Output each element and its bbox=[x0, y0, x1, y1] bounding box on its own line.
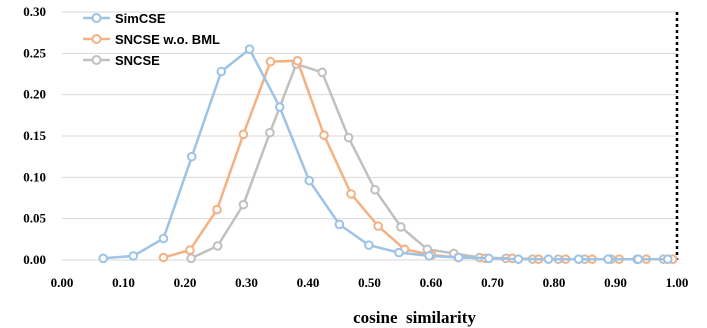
y-tick-label: 0.25 bbox=[23, 45, 46, 60]
legend-label-1: SNCSE w.o. BML bbox=[115, 32, 220, 47]
x-tick-label: 0.10 bbox=[112, 275, 135, 290]
x-tick-label: 0.90 bbox=[604, 275, 627, 290]
data-point bbox=[373, 221, 383, 231]
legend-marker-0 bbox=[91, 13, 102, 23]
x-tick-label: 1.00 bbox=[666, 275, 689, 290]
data-point bbox=[394, 247, 404, 258]
y-tick-label: 0.10 bbox=[23, 169, 46, 184]
data-point bbox=[212, 204, 222, 215]
data-point bbox=[364, 240, 374, 250]
data-point bbox=[319, 130, 329, 140]
data-point bbox=[158, 233, 169, 244]
data-point bbox=[158, 252, 169, 263]
series-line-0 bbox=[103, 47, 668, 261]
data-point bbox=[185, 245, 195, 255]
legend-label-2: SNCSE bbox=[115, 53, 160, 68]
data-point bbox=[212, 241, 223, 251]
data-point bbox=[304, 175, 315, 186]
data-point bbox=[603, 254, 613, 264]
data-point bbox=[453, 252, 464, 263]
data-point bbox=[238, 129, 249, 140]
x-tick-label: 0.70 bbox=[481, 275, 504, 290]
y-tick-label: 0.15 bbox=[23, 128, 46, 143]
y-tick-label: 0.00 bbox=[23, 252, 46, 267]
y-tick-label: 0.05 bbox=[23, 211, 46, 226]
data-point bbox=[343, 132, 354, 143]
data-point bbox=[543, 254, 554, 264]
data-point bbox=[424, 251, 434, 261]
data-point bbox=[292, 55, 303, 66]
data-point bbox=[370, 184, 380, 195]
data-point bbox=[334, 219, 345, 230]
data-point bbox=[662, 254, 673, 264]
data-point bbox=[128, 251, 139, 261]
data-point bbox=[98, 253, 109, 264]
data-point bbox=[396, 222, 406, 232]
data-point bbox=[513, 254, 524, 264]
y-tick-label: 0.20 bbox=[23, 87, 46, 102]
x-tick-label: 0.40 bbox=[297, 275, 320, 290]
x-tick-label: 0.60 bbox=[420, 275, 443, 290]
series-line-1 bbox=[163, 59, 673, 261]
y-tick-label: 0.30 bbox=[23, 4, 46, 19]
x-axis-title: cosine similarity bbox=[353, 308, 476, 327]
legend-marker-1 bbox=[91, 34, 102, 44]
data-point bbox=[265, 127, 275, 138]
data-point bbox=[216, 66, 227, 77]
x-tick-label: 0.50 bbox=[358, 275, 381, 290]
data-point bbox=[484, 253, 494, 264]
legend-marker-2 bbox=[91, 55, 102, 65]
series-line-2 bbox=[190, 62, 673, 261]
x-tick-label: 0.20 bbox=[174, 275, 197, 290]
x-tick-label: 0.30 bbox=[235, 275, 258, 290]
data-point bbox=[238, 199, 249, 210]
x-tick-label: 0.80 bbox=[543, 275, 566, 290]
data-point bbox=[346, 189, 356, 199]
data-point bbox=[186, 151, 197, 162]
legend-label-0: SimCSE bbox=[115, 11, 166, 26]
data-point bbox=[317, 67, 327, 78]
data-point bbox=[274, 102, 285, 112]
data-point bbox=[244, 44, 255, 55]
x-tick-label: 0.00 bbox=[51, 275, 74, 290]
data-point bbox=[265, 56, 276, 67]
data-point bbox=[186, 253, 196, 264]
data-point bbox=[633, 254, 644, 264]
data-point bbox=[573, 254, 584, 264]
